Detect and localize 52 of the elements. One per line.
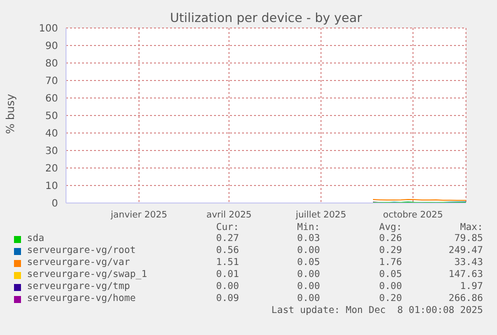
- text: 0.29: [379, 245, 402, 256]
- text: 0.05: [297, 257, 320, 268]
- text: 0.05: [379, 269, 402, 280]
- text: 0.00: [216, 281, 239, 292]
- text: 0.09: [216, 293, 239, 304]
- legend-label: serveurgare-vg/tmp: [27, 281, 130, 292]
- legend-label: serveurgare-vg/swap_1: [27, 269, 148, 280]
- y-tick-label: 80: [45, 58, 58, 70]
- text: 0.27: [216, 233, 239, 244]
- text: 0.20: [379, 293, 402, 304]
- text: 79.85: [454, 233, 483, 244]
- y-tick-label: 40: [45, 128, 58, 140]
- x-tick-label: avril 2025: [206, 210, 252, 220]
- y-tick-label: 0: [52, 198, 58, 210]
- x-tick-label: janvier 2025: [110, 210, 168, 220]
- y-tick-label: 50: [45, 111, 58, 122]
- x-tick-label: juillet 2025: [294, 210, 346, 220]
- text: 0.03: [297, 233, 320, 244]
- y-tick-label: 70: [45, 76, 58, 88]
- x-tick-label: octobre 2025: [382, 210, 444, 220]
- text: 0.00: [297, 293, 320, 304]
- y-tick-label: 90: [45, 41, 58, 52]
- text: 0.00: [297, 269, 320, 280]
- text: 33.43: [454, 257, 483, 268]
- text: Avg:: [379, 222, 402, 233]
- text: Cur:: [216, 222, 239, 233]
- text: 266.86: [448, 293, 483, 304]
- text: 0.01: [216, 269, 239, 280]
- legend-label: sda: [27, 233, 44, 244]
- text: 0.26: [379, 233, 402, 244]
- y-tick-label: 30: [45, 146, 58, 158]
- text: Max:: [460, 222, 483, 233]
- text: 249.47: [448, 245, 483, 256]
- text: 0.00: [297, 245, 320, 256]
- chart-title: Utilization per device - by year: [168, 10, 364, 25]
- text: 1.97: [460, 281, 483, 292]
- legend-label: serveurgare-vg/home: [27, 293, 136, 304]
- y-tick-label: 20: [45, 164, 58, 175]
- y-axis-title: % busy: [4, 94, 17, 134]
- text: 1.51: [216, 257, 239, 268]
- y-tick-label: 60: [45, 94, 58, 105]
- y-tick-label: 10: [45, 181, 58, 192]
- legend-label: serveurgare-vg/var: [27, 257, 130, 268]
- text: 0.00: [297, 281, 320, 292]
- legend-label: serveurgare-vg/root: [27, 245, 136, 256]
- y-tick-label: 100: [38, 24, 58, 35]
- text: 1.76: [379, 257, 402, 268]
- text: 0.56: [216, 245, 239, 256]
- text: 0.00: [379, 281, 402, 292]
- text: 147.63: [448, 269, 483, 280]
- text: Last update: Mon Dec 8 01:00:08 2025: [271, 305, 483, 316]
- text: Min:: [297, 222, 320, 233]
